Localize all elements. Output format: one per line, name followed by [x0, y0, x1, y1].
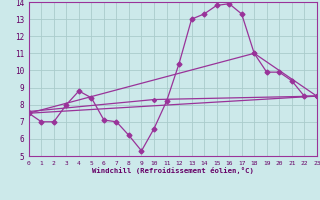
X-axis label: Windchill (Refroidissement éolien,°C): Windchill (Refroidissement éolien,°C) [92, 167, 254, 174]
